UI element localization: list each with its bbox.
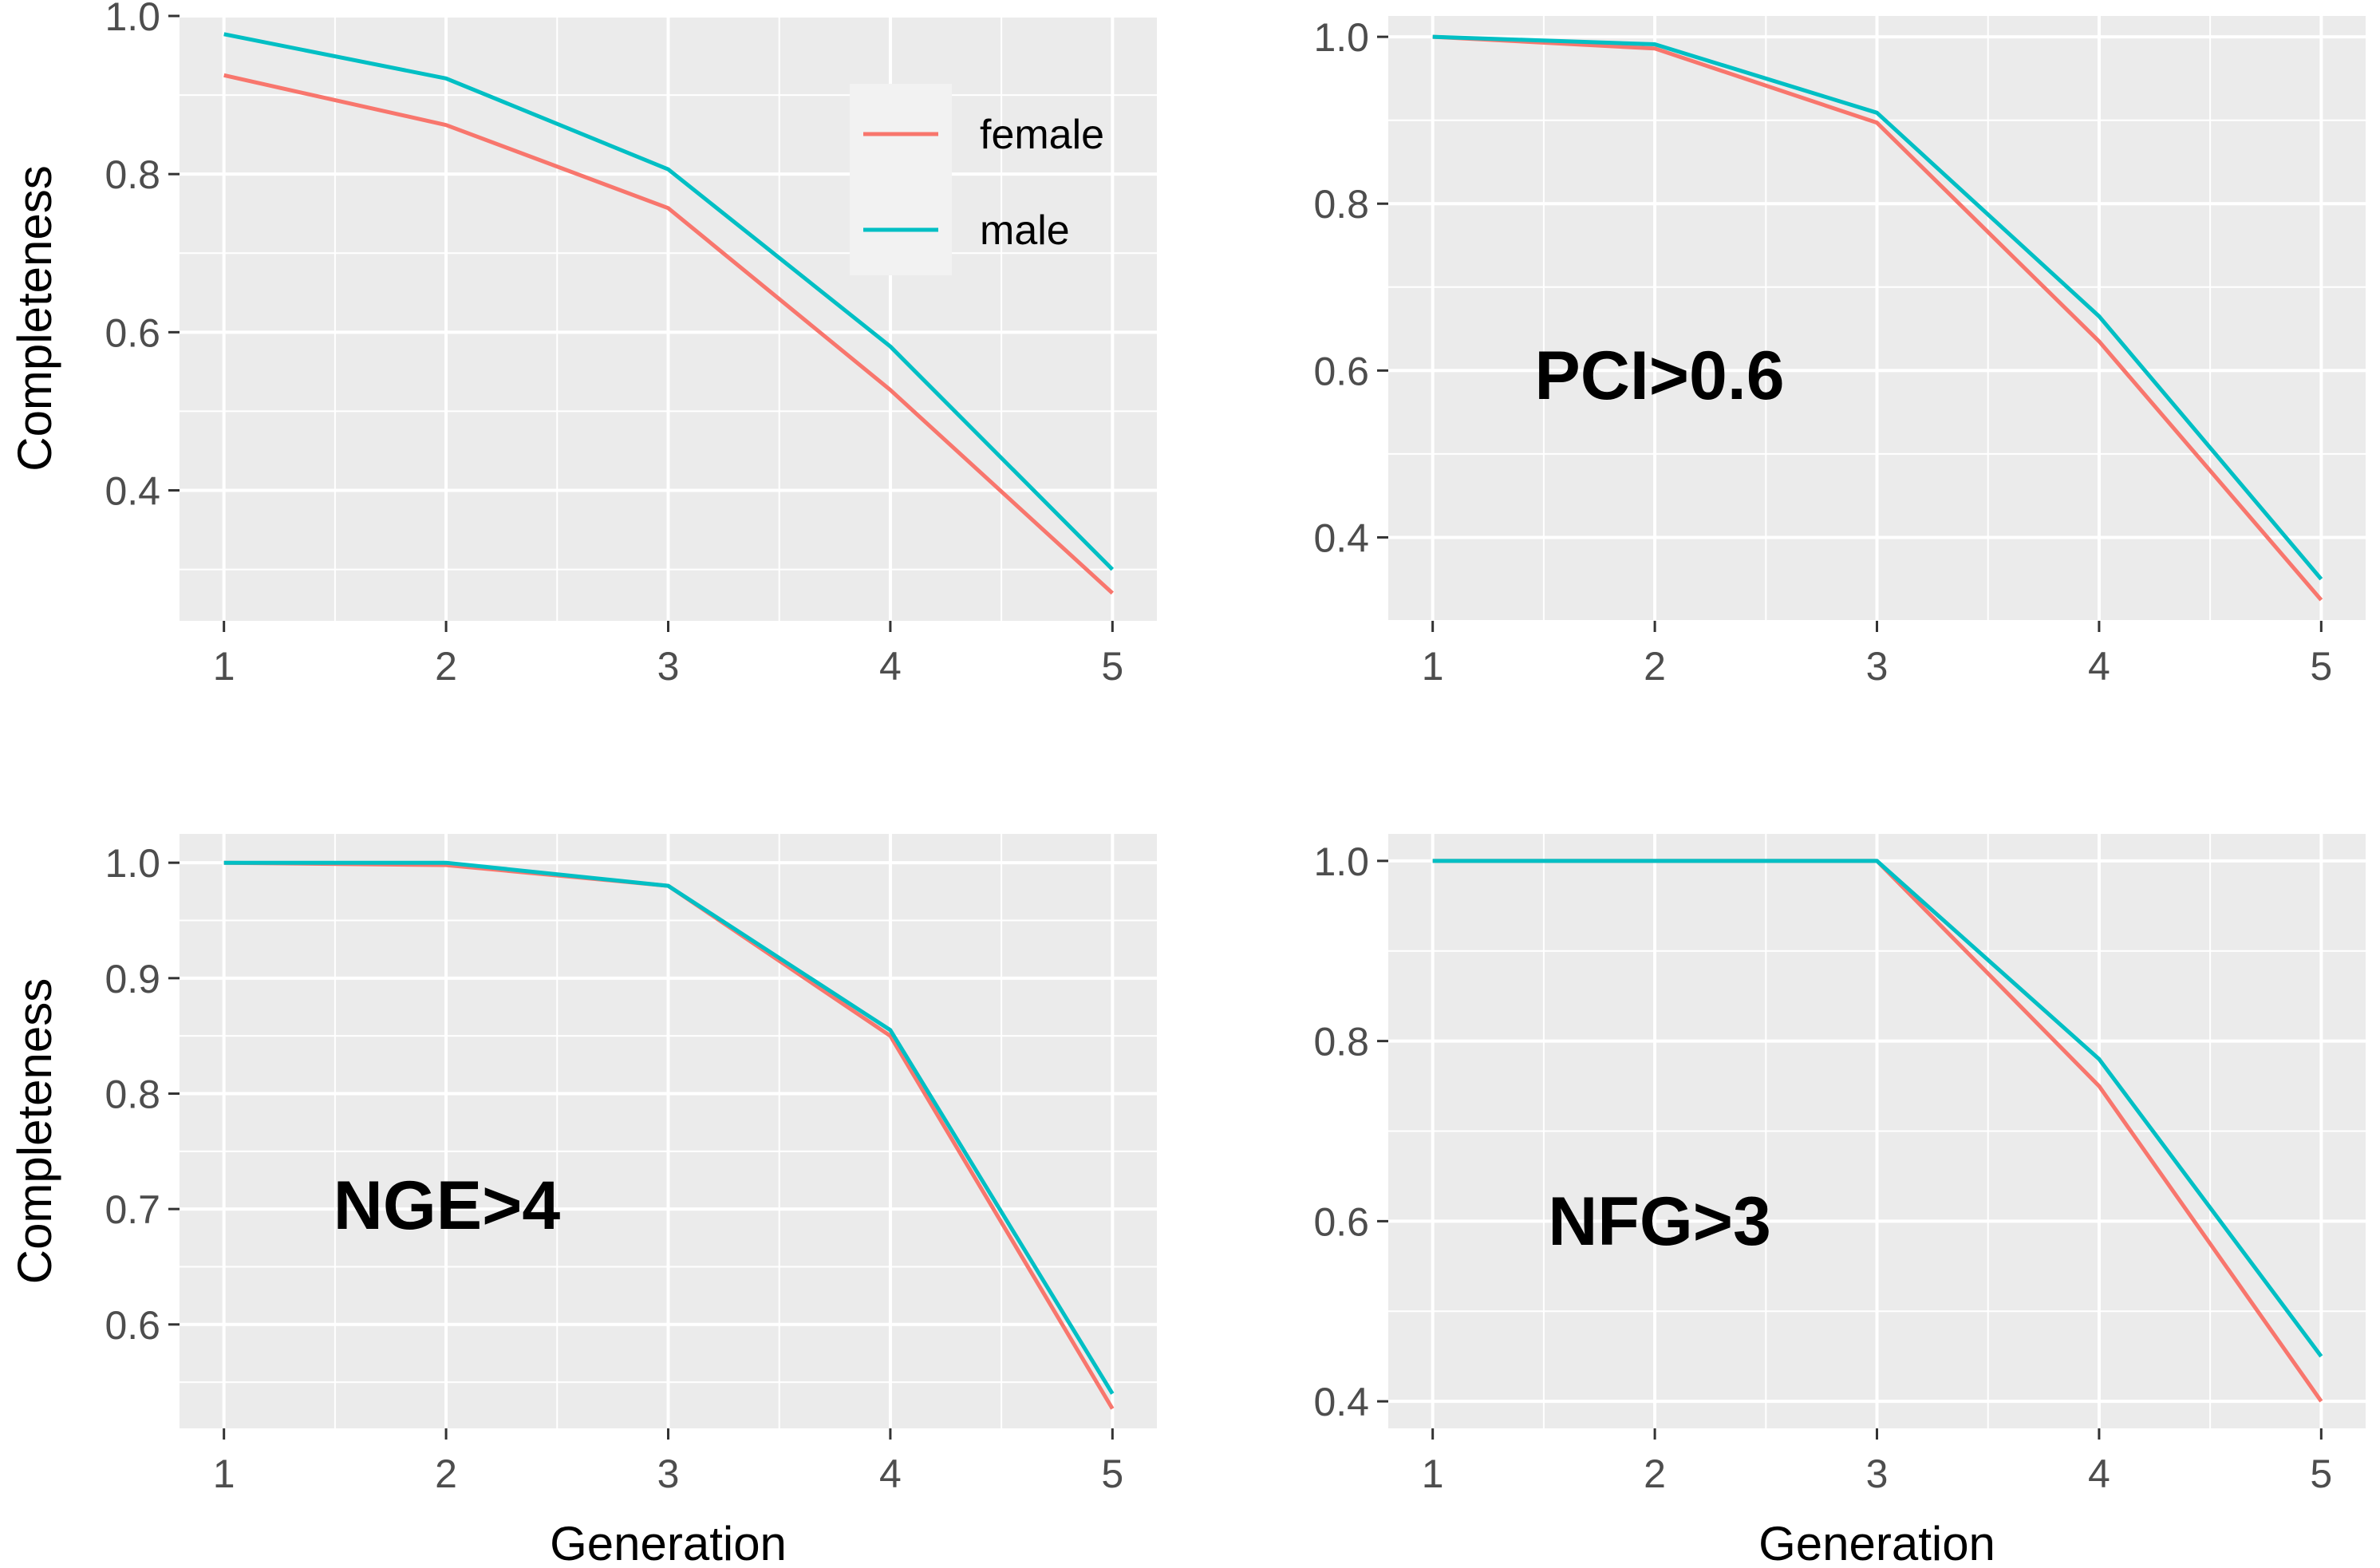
y-tick-label: 0.8 <box>1313 182 1369 227</box>
legend-label-female: female <box>980 112 1104 158</box>
x-tick-label: 5 <box>1101 1451 1123 1496</box>
legend: female male <box>850 84 1104 275</box>
y-tick-label: 0.6 <box>105 1303 160 1348</box>
x-tick-label: 1 <box>213 1451 235 1496</box>
x-tick-label: 2 <box>1644 1451 1666 1496</box>
y-axis-title: Completeness <box>8 165 61 472</box>
x-tick-label: 1 <box>213 644 235 689</box>
panel-top-right-pci: 1 2 3 4 5 0.4 0.6 0.8 1.0 PCI>0.6 <box>1313 15 2366 689</box>
legend-background <box>850 84 952 275</box>
y-tick-label: 0.4 <box>1313 515 1369 560</box>
y-axis-title: Completeness <box>8 978 61 1285</box>
x-tick-label: 1 <box>1422 1451 1444 1496</box>
y-tick-label: 0.8 <box>105 1072 160 1116</box>
y-tick-label: 0.7 <box>105 1187 160 1232</box>
y-tick-label: 0.6 <box>105 310 160 355</box>
y-tick-label: 1.0 <box>1313 15 1369 60</box>
x-tick-label: 2 <box>435 644 457 689</box>
y-tick-label: 0.8 <box>105 152 160 197</box>
x-tick-label: 3 <box>1866 1451 1889 1496</box>
x-tick-label: 4 <box>879 1451 902 1496</box>
series-line-male <box>223 32 1115 571</box>
x-tick-label: 3 <box>657 644 680 689</box>
y-tick-label: 1.0 <box>105 841 160 886</box>
series-line-male <box>223 860 1115 1395</box>
panel-top-left: 1 2 3 4 5 0.4 0.6 0.8 1.0 Completeness <box>8 0 1157 689</box>
x-tick-label: 2 <box>1644 644 1666 689</box>
x-tick-label: 3 <box>657 1451 680 1496</box>
series-line-female <box>1432 34 2323 602</box>
x-axis-title: Generation <box>1758 1517 1995 1568</box>
series-line-male <box>1432 859 2323 1358</box>
x-tick-label: 4 <box>2088 644 2110 689</box>
x-tick-label: 4 <box>879 644 902 689</box>
y-tick-label: 0.4 <box>105 469 160 514</box>
y-tick-label: 1.0 <box>1313 839 1369 884</box>
x-tick-label: 5 <box>2310 1451 2332 1496</box>
panel-bottom-right-nfg: 1 2 3 4 5 0.4 0.6 0.8 1.0 NFG>3 Generation <box>1313 834 2366 1568</box>
legend-label-male: male <box>980 207 1070 254</box>
x-tick-label: 2 <box>435 1451 457 1496</box>
x-tick-label: 4 <box>2088 1451 2110 1496</box>
x-tick-label: 5 <box>2310 644 2332 689</box>
panel-annotation: NFG>3 <box>1548 1183 1771 1260</box>
y-tick-label: 0.4 <box>1313 1380 1369 1424</box>
x-axis-title: Generation <box>550 1517 787 1568</box>
y-tick-label: 1.0 <box>105 0 160 39</box>
x-tick-label: 3 <box>1866 644 1889 689</box>
y-tick-label: 0.6 <box>1313 349 1369 393</box>
x-tick-label: 5 <box>1101 644 1123 689</box>
series-line-female <box>223 73 1114 595</box>
y-tick-label: 0.9 <box>105 957 160 1001</box>
series-line-male <box>1432 34 2323 581</box>
panel-annotation: PCI>0.6 <box>1534 338 1784 414</box>
panel-annotation: NGE>4 <box>334 1167 561 1244</box>
y-tick-label: 0.6 <box>1313 1199 1369 1244</box>
x-tick-label: 1 <box>1422 644 1444 689</box>
panel-bottom-left-nge: 1 2 3 4 5 0.6 0.7 0.8 0.9 1.0 NGE>4 Completeness Gen… <box>8 834 1157 1568</box>
y-tick-label: 0.8 <box>1313 1020 1369 1064</box>
